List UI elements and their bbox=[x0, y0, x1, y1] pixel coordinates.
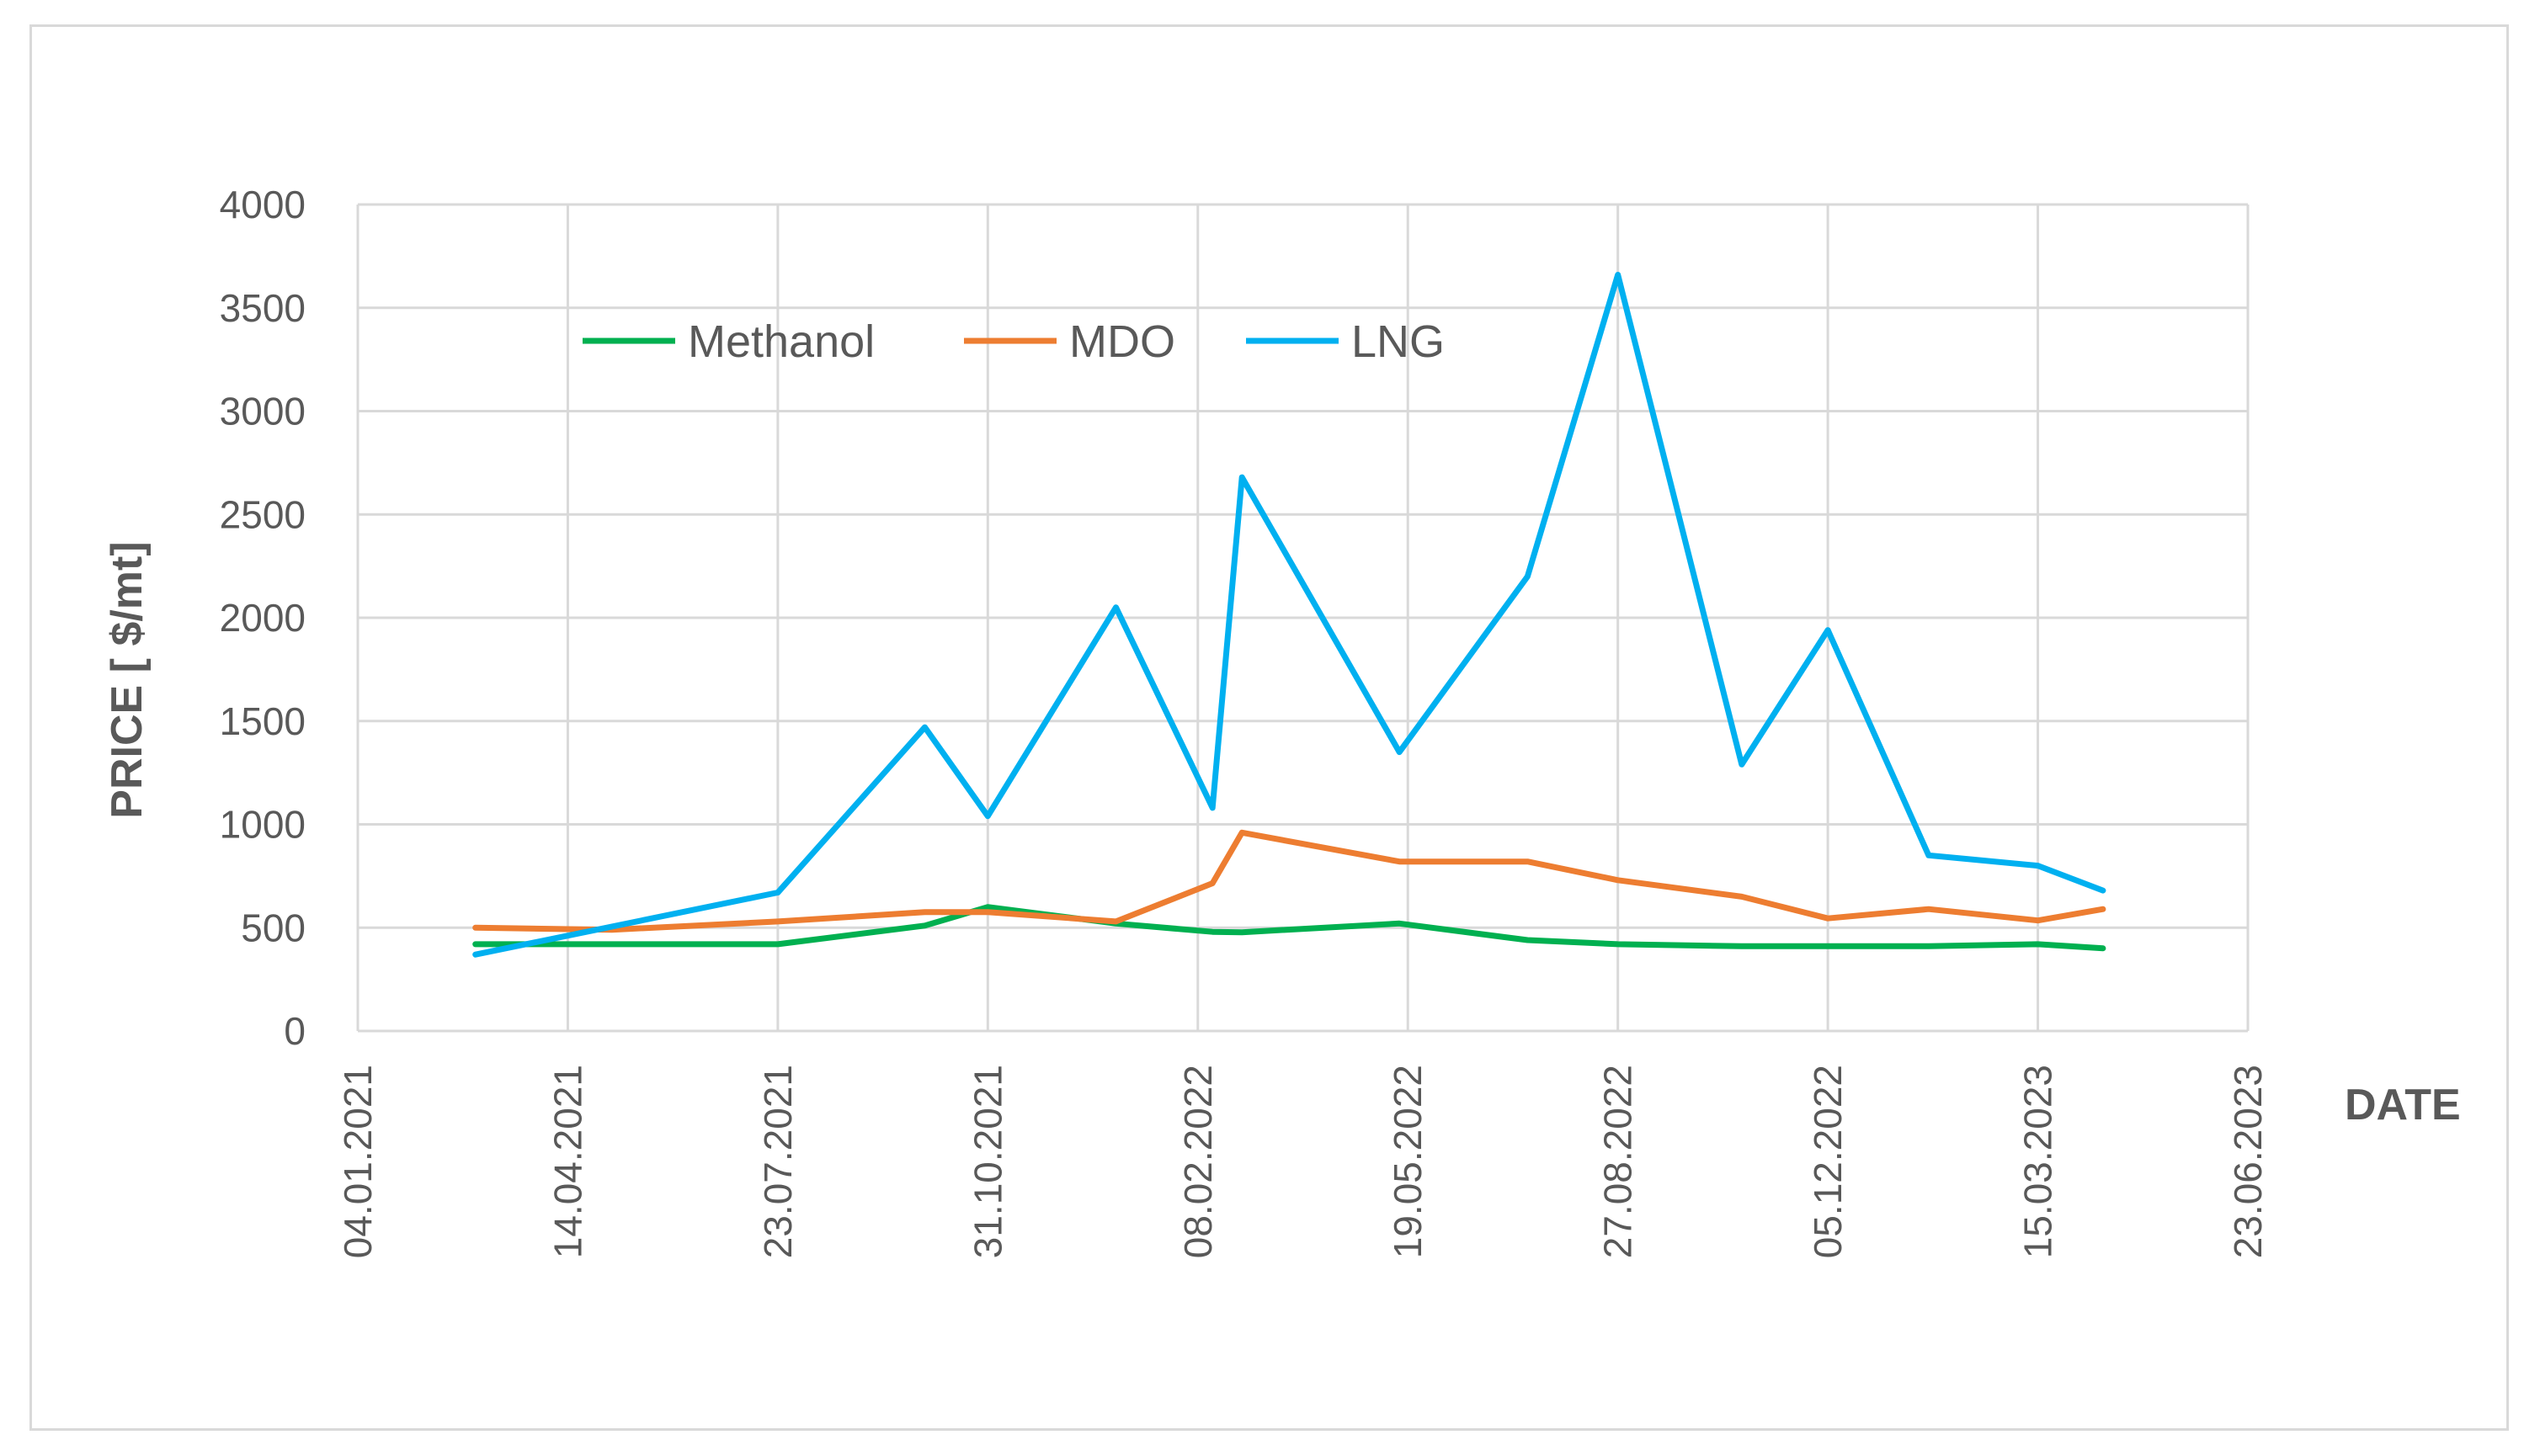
chart-frame bbox=[29, 24, 2509, 1431]
y-tick-labels: 0 500 1000 1500 2000 2500 3000 3500 4000 bbox=[220, 183, 306, 1053]
series-line-methanol bbox=[472, 904, 2106, 952]
x-tick-label: 04.01.2021 bbox=[336, 1065, 380, 1258]
series-lines bbox=[472, 272, 2106, 958]
series-line-mdo bbox=[472, 829, 2106, 933]
gridlines bbox=[356, 203, 2250, 1033]
x-tick-label: 05.12.2022 bbox=[1806, 1065, 1850, 1258]
x-tick-label: 23.06.2023 bbox=[2226, 1065, 2270, 1258]
x-tick-label: 19.05.2022 bbox=[1386, 1065, 1430, 1258]
x-tick-label: 27.08.2022 bbox=[1596, 1065, 1640, 1258]
legend: Methanol MDO LNG bbox=[583, 316, 1445, 367]
y-tick-label: 1500 bbox=[220, 699, 306, 743]
legend-label-mdo: MDO bbox=[1069, 316, 1175, 367]
y-tick-label: 2000 bbox=[220, 596, 306, 640]
x-tick-label: 23.07.2021 bbox=[756, 1065, 800, 1258]
y-tick-label: 0 bbox=[284, 1009, 306, 1053]
x-tick-label: 31.10.2021 bbox=[966, 1065, 1009, 1258]
y-tick-label: 2500 bbox=[220, 492, 306, 536]
x-tick-labels: 04.01.2021 14.04.2021 23.07.2021 31.10.2021… bbox=[336, 1065, 2270, 1258]
y-tick-label: 3500 bbox=[220, 286, 306, 330]
y-tick-label: 3000 bbox=[220, 390, 306, 433]
series-line-lng bbox=[472, 272, 2106, 958]
x-tick-label: 14.04.2021 bbox=[546, 1065, 589, 1258]
x-tick-label: 15.03.2023 bbox=[2016, 1065, 2060, 1258]
y-axis-title: PRICE [ $/mt] bbox=[103, 541, 152, 818]
legend-label-methanol: Methanol bbox=[688, 316, 875, 367]
x-tick-label: 08.02.2022 bbox=[1176, 1065, 1220, 1258]
x-axis-title: DATE bbox=[2345, 1081, 2461, 1129]
legend-label-lng: LNG bbox=[1351, 316, 1445, 367]
y-tick-label: 1000 bbox=[220, 803, 306, 847]
y-tick-label: 4000 bbox=[220, 183, 306, 226]
y-tick-label: 500 bbox=[241, 906, 306, 949]
